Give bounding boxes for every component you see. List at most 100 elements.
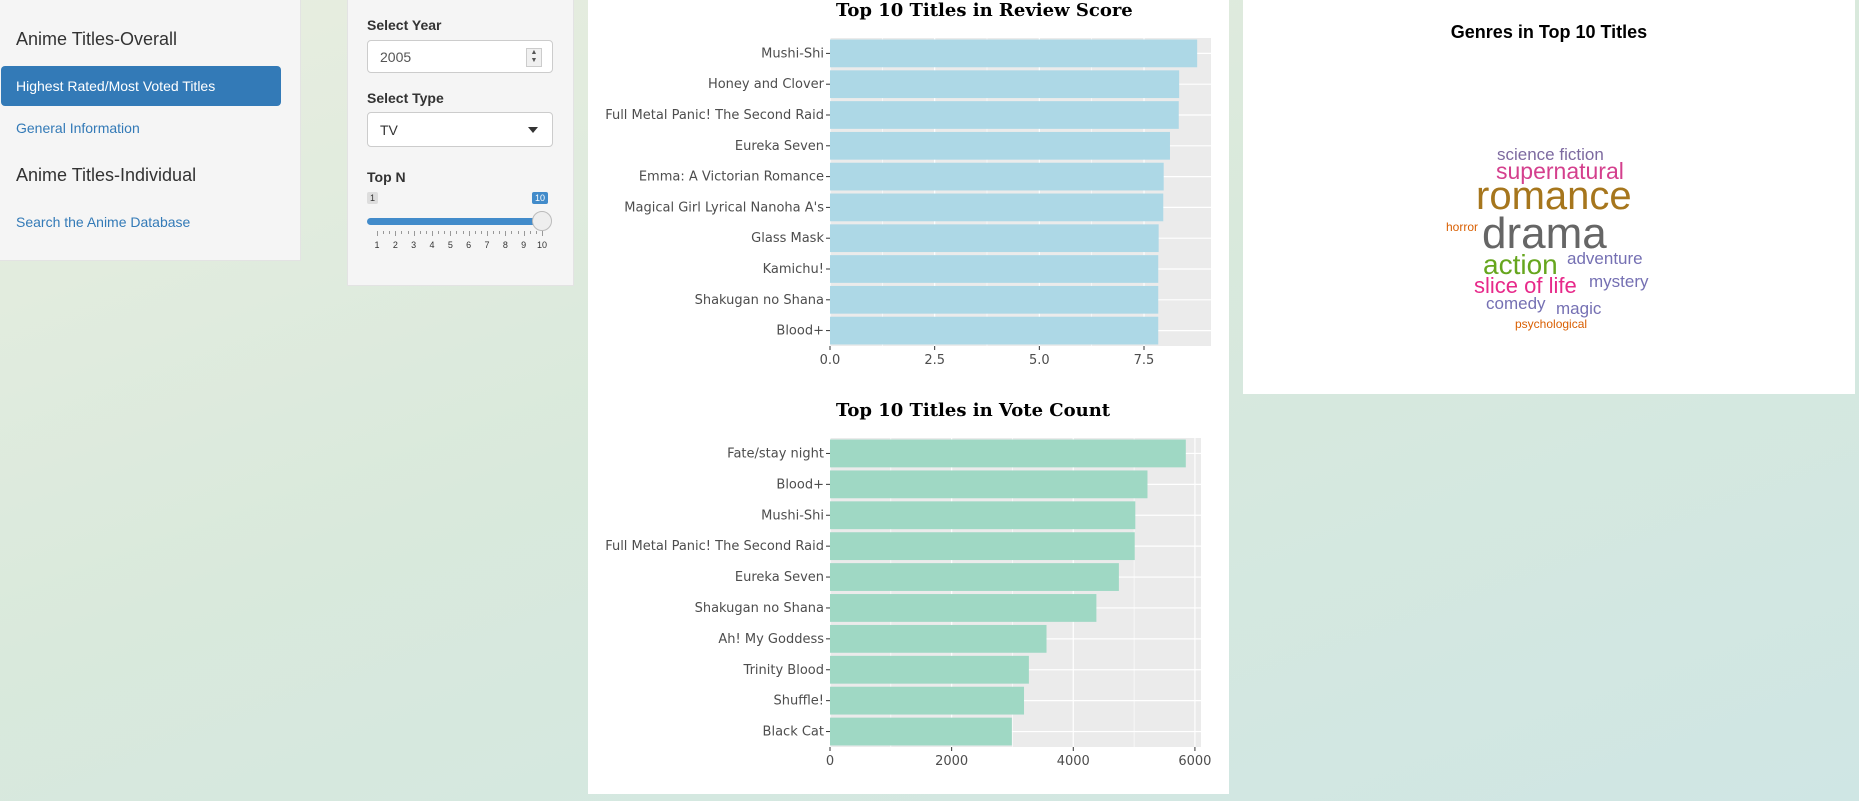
wordcloud-word: psychological xyxy=(1515,317,1588,331)
x-tick-label: 2000 xyxy=(935,754,968,769)
category-label: Trinity Blood xyxy=(743,663,824,678)
year-input[interactable]: 2005 ▲ ▼ xyxy=(367,40,553,73)
slider-tick xyxy=(487,231,488,236)
slider-minor-tick xyxy=(425,231,427,234)
slider-minor-tick xyxy=(517,231,519,234)
slider-tick xyxy=(505,231,507,236)
bar xyxy=(830,255,1159,283)
slider-tick-label: 7 xyxy=(484,240,490,250)
category-label: Kamichu! xyxy=(763,262,824,277)
slider-tick xyxy=(377,231,378,236)
category-label: Ah! My Goddess xyxy=(718,632,824,647)
x-tick-label: 0 xyxy=(826,754,834,769)
slider-tick-label: 6 xyxy=(466,240,472,250)
slider-tick xyxy=(468,231,470,236)
sidebar: Anime Titles-Overall Highest Rated/Most … xyxy=(0,0,301,261)
category-label: Fate/stay night xyxy=(727,446,824,461)
chart-title: Top 10 Titles in Vote Count xyxy=(836,400,1111,421)
year-spinner[interactable]: ▲ ▼ xyxy=(526,48,542,67)
wordcloud-word: adventure xyxy=(1567,249,1643,268)
slider-tick xyxy=(450,231,452,236)
bar xyxy=(830,624,1047,653)
type-label: Select Type xyxy=(367,90,444,106)
nav-item-highest-rated[interactable]: Highest Rated/Most Voted Titles xyxy=(1,66,281,106)
slider-tick-label: 2 xyxy=(392,240,398,250)
bar-charts: Top 10 Titles in Review Score Mushi-Shi Ho… xyxy=(605,0,1211,769)
caret-down-icon xyxy=(528,127,538,133)
slider-track[interactable] xyxy=(367,218,543,225)
bar xyxy=(830,563,1119,591)
slider-minor-tick xyxy=(444,231,446,234)
section-title-individual: Anime Titles-Individual xyxy=(16,165,197,185)
bar xyxy=(830,594,1097,622)
bar xyxy=(830,655,1029,684)
category-label: Eureka Seven xyxy=(735,570,824,585)
bar xyxy=(830,717,1012,746)
wordcloud-word: action xyxy=(1483,249,1558,280)
x-tick-label: 4000 xyxy=(1057,754,1090,769)
slider-handle[interactable] xyxy=(532,211,552,231)
slider-minor-tick xyxy=(462,231,464,234)
wordcloud-title: Genres in Top 10 Titles xyxy=(1450,22,1648,42)
wordcloud-word: drama xyxy=(1482,209,1607,258)
bar xyxy=(830,470,1148,499)
controls-panel: Select Year 2005 ▲ ▼ Select Type TV Top N… xyxy=(347,0,574,286)
slider-minor-tick xyxy=(499,231,501,234)
category-label: Honey and Clover xyxy=(708,77,825,92)
type-select[interactable]: TV xyxy=(367,112,553,147)
slider-minor-tick xyxy=(383,231,385,234)
slider-minor-tick xyxy=(535,231,537,234)
wordcloud-word: romance xyxy=(1476,174,1632,218)
category-label: Blood+ xyxy=(776,324,824,339)
spinner-down-icon[interactable]: ▼ xyxy=(530,57,538,64)
bar xyxy=(830,70,1180,99)
wordcloud-word: science fiction xyxy=(1497,145,1604,164)
wordcloud-word: horror xyxy=(1446,220,1479,234)
topn-slider[interactable]: 1 10 1 2 3 4 5 6 7 8 9 10 xyxy=(367,192,553,252)
wordcloud-word: mystery xyxy=(1589,272,1649,291)
section-title-overall: Anime Titles-Overall xyxy=(16,29,178,49)
category-label: Shuffle! xyxy=(773,694,824,709)
bar xyxy=(830,162,1164,191)
category-label: Emma: A Victorian Romance xyxy=(639,170,824,185)
category-label: Black Cat xyxy=(763,725,824,740)
slider-tick-label: 10 xyxy=(536,240,548,250)
slider-minor-tick xyxy=(401,231,403,234)
category-label: Glass Mask xyxy=(751,231,824,246)
year-value: 2005 xyxy=(380,49,412,65)
category-label: Shakugan no Shana xyxy=(695,601,824,616)
slider-tick-label: 8 xyxy=(502,240,508,250)
spinner-up-icon[interactable]: ▲ xyxy=(530,49,538,56)
nav-item-general-information[interactable]: General Information xyxy=(16,120,140,136)
slider-tick-label: 4 xyxy=(429,240,435,250)
x-tick-label: 2.5 xyxy=(924,353,945,368)
slider-minor-tick xyxy=(529,231,531,234)
slider-tick xyxy=(542,231,543,236)
wordcloud-word: supernatural xyxy=(1496,158,1624,184)
bar xyxy=(830,686,1025,715)
slider-tick xyxy=(413,231,415,236)
slider-tick xyxy=(395,231,397,236)
category-label: Mushi-Shi xyxy=(761,508,824,523)
slider-minor-tick xyxy=(456,231,458,234)
slider-minor-tick xyxy=(407,231,409,234)
nav-item-search-database[interactable]: Search the Anime Database xyxy=(16,214,191,230)
category-label: Magical Girl Lyrical Nanoha A's xyxy=(624,200,824,215)
topn-label: Top N xyxy=(367,169,406,185)
bar xyxy=(830,285,1159,314)
chart-title: Top 10 Titles in Review Score xyxy=(836,0,1133,21)
bar xyxy=(830,39,1198,68)
slider-value-label: 10 xyxy=(532,192,549,204)
slider-minor-tick xyxy=(474,231,476,234)
bar xyxy=(830,532,1135,561)
category-label: Blood+ xyxy=(776,477,824,492)
slider-min-label: 1 xyxy=(367,192,379,204)
wordcloud-word: comedy xyxy=(1486,294,1546,313)
wordcloud-word: slice of life xyxy=(1474,273,1577,298)
bar xyxy=(830,501,1136,530)
category-label: Full Metal Panic! The Second Raid xyxy=(605,108,824,123)
slider-tick-label: 3 xyxy=(411,240,417,250)
category-label: Full Metal Panic! The Second Raid xyxy=(605,539,824,554)
category-label: Shakugan no Shana xyxy=(695,293,824,308)
slider-minor-tick xyxy=(480,231,482,234)
